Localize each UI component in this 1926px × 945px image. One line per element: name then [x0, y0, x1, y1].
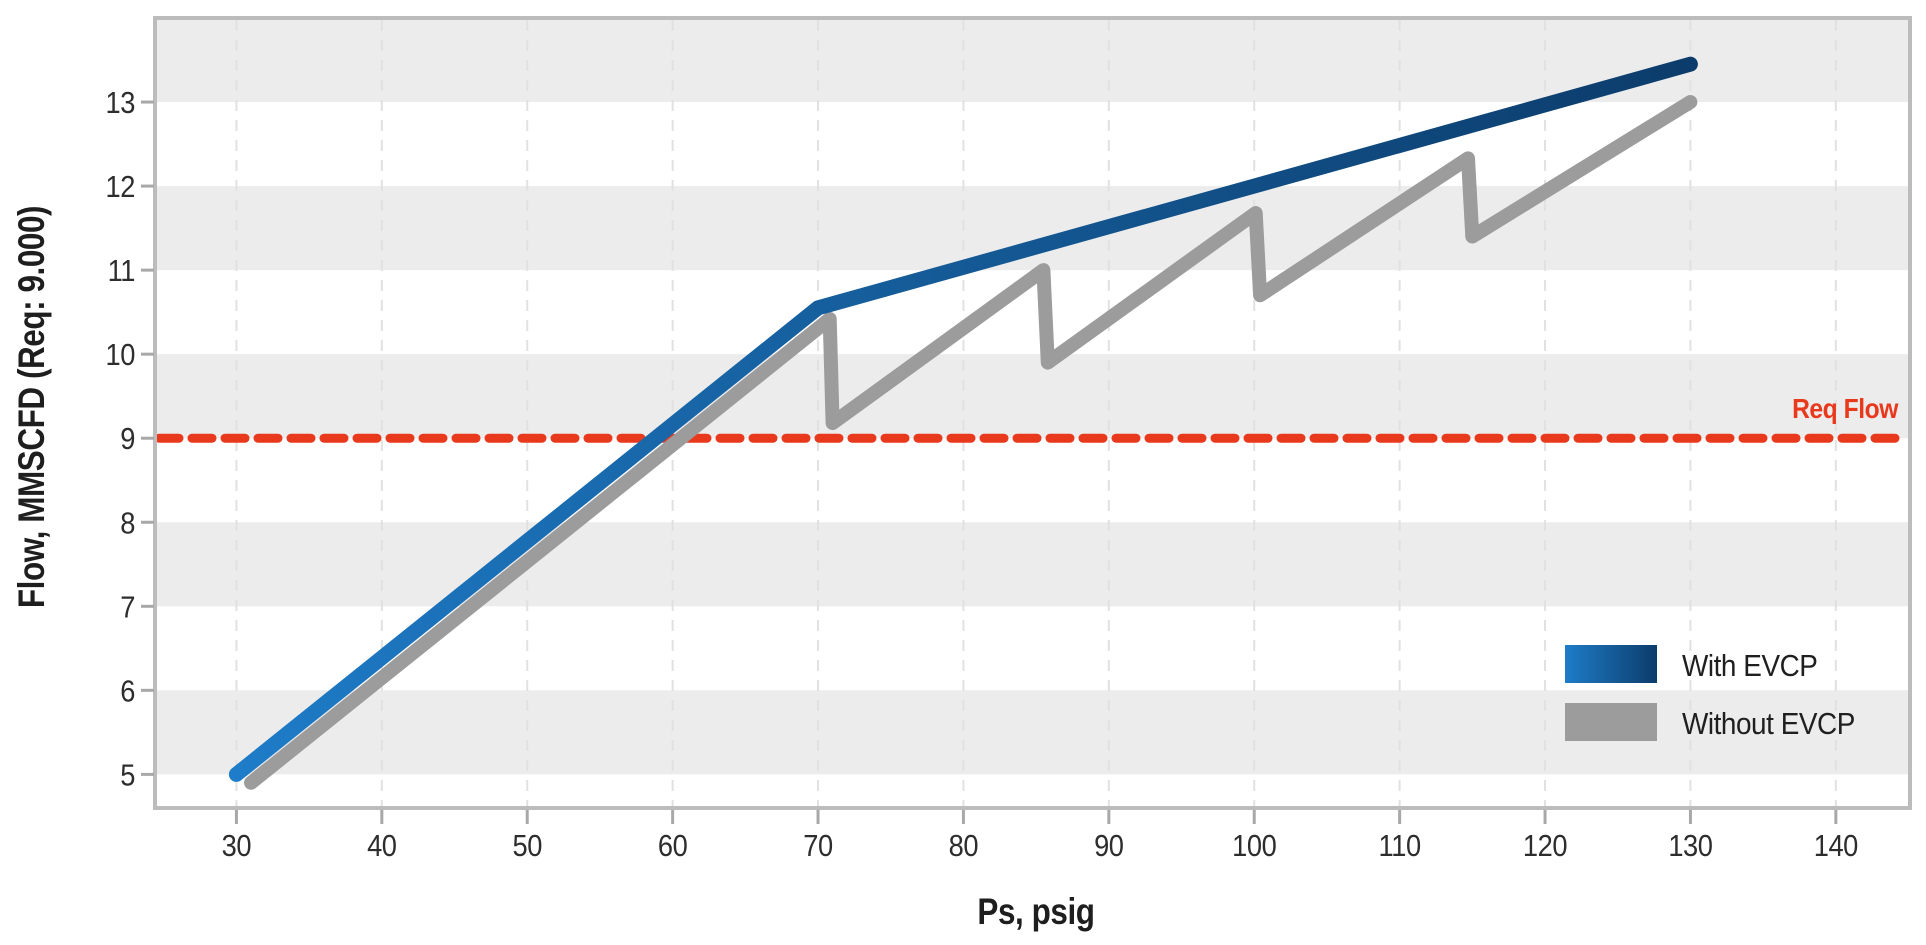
series-line-with-evcp	[228, 56, 1698, 782]
x-tick-label-60: 60	[658, 829, 688, 863]
y-tick-label-11: 11	[108, 255, 135, 289]
x-tick-label-30: 30	[222, 829, 252, 863]
x-tick-label-130: 130	[1668, 829, 1712, 863]
x-tick-label-100: 100	[1232, 829, 1276, 863]
x-tick-label-110: 110	[1379, 829, 1421, 863]
x-tick-label-50: 50	[512, 829, 542, 863]
y-tick-label-8: 8	[120, 507, 135, 541]
band-row-11	[155, 186, 1910, 271]
series-line-without-evcp	[244, 95, 1698, 790]
y-tick-label-5: 5	[120, 759, 135, 793]
y-tick-label-10: 10	[106, 339, 136, 373]
y-axis-ticks: 5 6 7 8 9 10 11 12 13	[106, 86, 154, 793]
band-row-7	[155, 522, 1910, 607]
band-row-13	[155, 18, 1910, 103]
x-axis-ticks: 30 40 50 60 70 80 90 100 110 120 130 140	[222, 810, 1859, 863]
series-lines	[228, 56, 1698, 790]
x-tick-label-140: 140	[1814, 829, 1858, 863]
legend: With EVCP Without EVCP	[1565, 645, 1855, 741]
x-tick-label-80: 80	[949, 829, 979, 863]
y-tick-label-12: 12	[106, 171, 135, 205]
band-row-9	[155, 354, 1910, 439]
x-tick-label-70: 70	[803, 829, 833, 863]
plot-alternating-bands	[155, 18, 1910, 775]
x-axis-title: Ps, psig	[977, 892, 1094, 933]
x-tick-label-120: 120	[1523, 829, 1567, 863]
legend-swatch-without-evcp	[1565, 703, 1657, 741]
legend-label-without-evcp: Without EVCP	[1682, 707, 1855, 742]
y-tick-label-7: 7	[120, 591, 135, 625]
y-tick-label-9: 9	[120, 423, 135, 457]
legend-swatch-with-evcp	[1565, 645, 1657, 683]
y-tick-label-13: 13	[106, 86, 135, 120]
legend-label-with-evcp: With EVCP	[1682, 649, 1817, 684]
req-flow-label: Req Flow	[1792, 393, 1899, 425]
y-tick-label-6: 6	[120, 675, 135, 709]
x-tick-label-40: 40	[367, 829, 397, 863]
plot-border	[153, 16, 1912, 810]
x-tick-label-90: 90	[1094, 829, 1124, 863]
y-axis-title: Flow, MMSCFD (Req: 9.000)	[12, 206, 53, 608]
